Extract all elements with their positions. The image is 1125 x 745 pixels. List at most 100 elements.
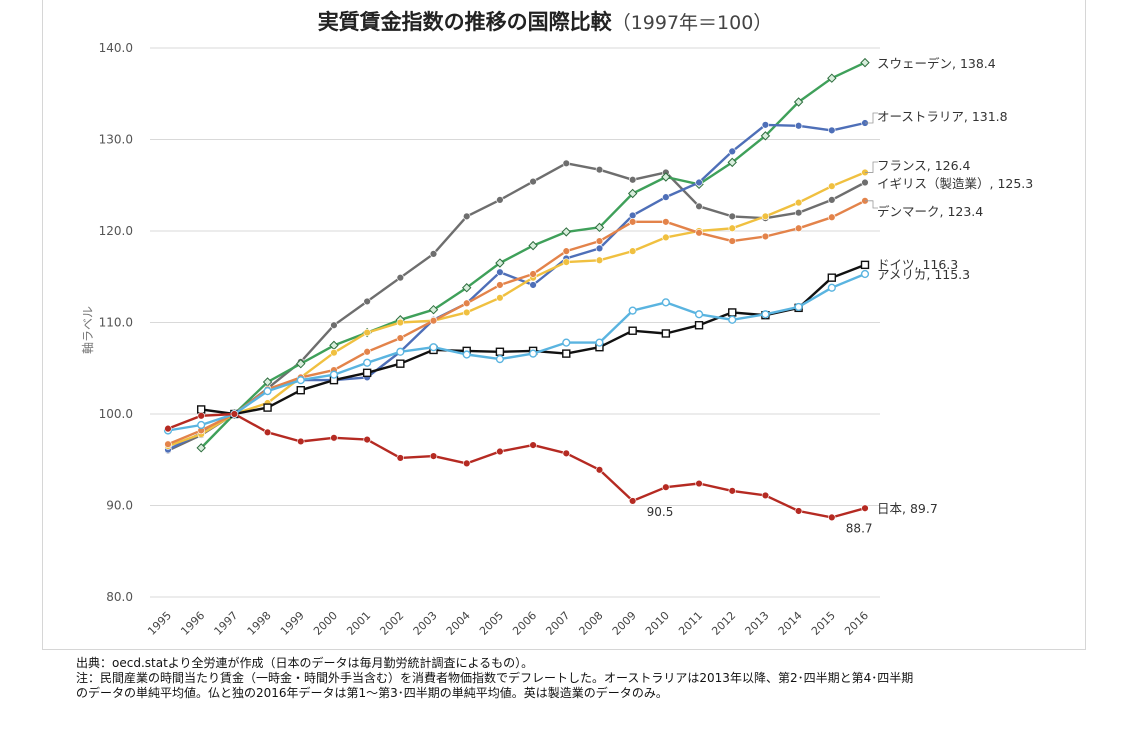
data-point [661, 329, 671, 338]
series-line [167, 162, 866, 452]
data-point [496, 294, 504, 302]
series-label: フランス, 126.4 [877, 158, 971, 173]
data-point [296, 376, 305, 385]
chart-frame [42, 0, 1086, 650]
data-point [728, 315, 737, 324]
data-point [562, 159, 570, 167]
series-label: アメリカ, 115.3 [877, 267, 970, 282]
data-point [695, 202, 703, 210]
chart-title: 実質賃金指数の推移の国際比較 [318, 10, 613, 34]
data-point [827, 73, 837, 83]
data-point [628, 211, 637, 220]
data-point [429, 316, 438, 325]
x-axis-ticks: 1995 1996 1997 1998 1999 2000 2001 2002 2003 2004… [145, 609, 871, 638]
data-point [562, 338, 571, 347]
series-日本 [164, 410, 869, 522]
data-point [529, 270, 537, 278]
data-point [363, 358, 372, 367]
data-point [562, 247, 570, 255]
x-tick-label: 2012 [709, 609, 738, 638]
data-point [628, 247, 637, 255]
data-point [429, 452, 438, 460]
data-point [562, 258, 570, 266]
data-point [728, 237, 736, 245]
data-point [828, 126, 836, 135]
data-point [528, 240, 538, 251]
x-tick-label: 1998 [245, 609, 274, 638]
gridlines [150, 47, 880, 598]
data-point [164, 440, 172, 448]
data-point [463, 299, 471, 307]
data-point [495, 258, 505, 268]
x-tick-label: 2000 [311, 609, 340, 638]
data-point [794, 198, 803, 207]
data-point [595, 256, 604, 264]
data-point [396, 359, 405, 368]
data-point [230, 410, 239, 418]
data-point [694, 310, 704, 319]
data-point [462, 283, 472, 293]
data-point [396, 347, 405, 356]
data-point [695, 178, 703, 187]
data-point [861, 178, 869, 187]
data-point [263, 403, 272, 412]
data-point [828, 513, 836, 522]
x-tick-label: 2003 [411, 609, 440, 638]
data-point [728, 147, 736, 156]
x-tick-label: 1999 [278, 609, 307, 638]
data-point [794, 302, 803, 312]
data-point [794, 507, 803, 515]
chart-subtitle: （1997年＝100） [612, 12, 773, 34]
data-point [330, 434, 338, 442]
data-point [429, 343, 438, 352]
data-point [330, 348, 338, 357]
data-point [428, 304, 439, 315]
data-point [761, 121, 770, 129]
y-tick-label: 140.0 [99, 41, 133, 55]
series-line [167, 199, 866, 446]
data-label: 90.5 [647, 505, 674, 519]
data-point [628, 176, 637, 184]
data-point [495, 347, 505, 356]
data-point [828, 213, 836, 221]
data-point [662, 218, 670, 226]
x-tick-label: 2005 [477, 609, 506, 638]
series-label: デンマーク, 123.4 [877, 204, 983, 219]
data-point [529, 281, 537, 289]
line-chart: 実質賃金指数の推移の国際比較（1997年＝100） 軸ラベル 80.0 90.0 1… [81, 10, 1033, 638]
data-point [794, 224, 803, 232]
data-label: 88.7 [846, 521, 873, 535]
series-label: ドイツ, 116.3 [877, 257, 958, 272]
data-point [496, 268, 504, 276]
data-point [694, 321, 704, 330]
annotations: 90.5 88.7 [647, 505, 873, 535]
data-point [695, 229, 703, 237]
y-tick-label: 130.0 [99, 133, 133, 147]
data-point [628, 218, 637, 226]
series-line [167, 272, 866, 432]
data-point [263, 428, 272, 436]
label-leader [865, 161, 878, 173]
series-labels: イギリス（製造業）, 125.3 スウェーデン, 138.4 オーストラリア, 13… [865, 56, 1033, 516]
x-tick-label: 2015 [809, 609, 838, 638]
data-point [595, 165, 604, 174]
x-tick-label: 2008 [577, 609, 606, 638]
data-point [595, 466, 604, 474]
data-point [794, 122, 803, 130]
data-point [594, 222, 605, 233]
data-point [728, 487, 736, 495]
series-label: 日本, 89.7 [877, 501, 938, 516]
data-point [363, 435, 371, 444]
y-axis-label: 軸ラベル [81, 306, 95, 354]
series-line [167, 412, 866, 519]
data-point [463, 459, 471, 468]
label-leader [865, 112, 878, 124]
data-point [396, 273, 405, 282]
data-point [761, 310, 770, 319]
data-point [496, 196, 504, 204]
x-tick-label: 2002 [377, 609, 406, 638]
data-point [363, 328, 371, 337]
x-tick-label: 2011 [676, 609, 705, 638]
label-leader [865, 200, 878, 209]
data-point [196, 443, 206, 453]
